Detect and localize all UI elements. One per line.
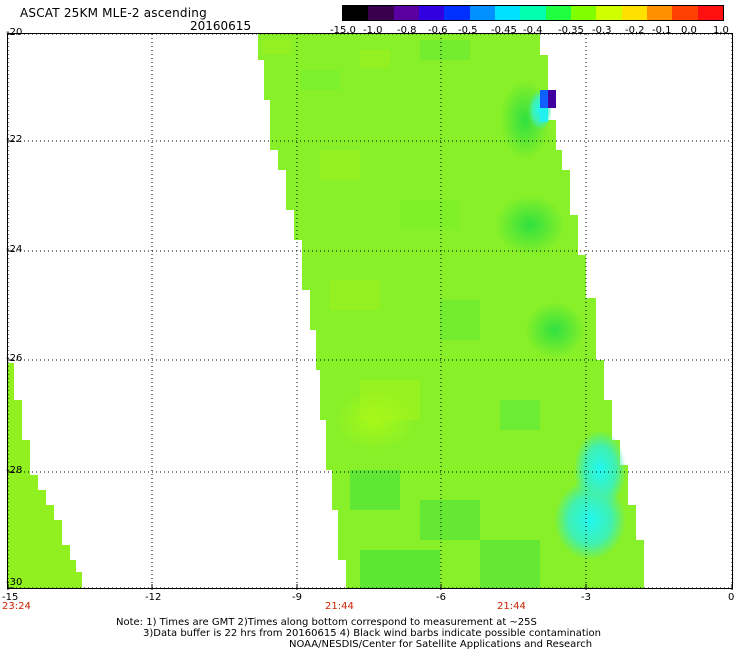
- lon-label: 0: [728, 592, 735, 603]
- plot-frame: [7, 33, 733, 589]
- lon-label: -9: [292, 592, 302, 603]
- colorbar-swatch: [570, 6, 597, 20]
- colorbar-label: -0.4: [523, 25, 543, 36]
- colorbar-label: -0.5: [458, 25, 478, 36]
- lon-label: -12: [145, 592, 162, 603]
- colorbar-swatch: [393, 6, 419, 20]
- green-anomaly: [525, 302, 585, 358]
- lat-label: -28: [6, 465, 23, 476]
- lat-label: -22: [6, 134, 23, 145]
- colorbar-label: 1.0: [713, 25, 729, 36]
- footer-note-2: 3)Data buffer is 22 hrs from 20160615 4)…: [143, 628, 601, 639]
- colorbar-label: 0.0: [681, 25, 697, 36]
- colorbar-swatch: [368, 6, 394, 20]
- colorbar-swatch: [646, 6, 673, 20]
- swath-texture: [262, 40, 540, 589]
- cyan-anomaly: [554, 480, 626, 560]
- lon-label: -3: [581, 592, 591, 603]
- colorbar-swatch: [469, 6, 495, 20]
- green-anomaly: [495, 195, 565, 255]
- colorbar-swatch: [418, 6, 445, 20]
- lat-label: -26: [6, 353, 23, 364]
- footer-note-1: Note: 1) Times are GMT 2)Times along bot…: [116, 617, 537, 628]
- lat-label: -30: [6, 577, 23, 588]
- colorbar-swatch: [596, 6, 622, 20]
- colorbar-swatch: [444, 6, 470, 20]
- colorbar-swatch: [343, 6, 369, 20]
- lon-label: -6: [436, 592, 446, 603]
- colorbar-swatch: [672, 6, 698, 20]
- colorbar: [342, 5, 724, 21]
- lon-label: -15: [2, 592, 19, 603]
- colorbar-swatch: [621, 6, 647, 20]
- anomaly-pixel: [540, 98, 548, 108]
- colorbar-label: -0.1: [652, 25, 672, 36]
- colorbar-label: -0.3: [592, 25, 612, 36]
- footer-credit: NOAA/NESDIS/Center for Satellite Applica…: [289, 639, 593, 650]
- lime-patch: [335, 390, 415, 450]
- time-label: 21:44: [497, 601, 526, 612]
- colorbar-label: -0.45: [491, 25, 517, 36]
- colorbar-swatch: [494, 6, 521, 20]
- anomaly-pixel: [548, 90, 556, 108]
- colorbar-swatch: [545, 6, 571, 20]
- colorbar-label: -0.35: [558, 25, 584, 36]
- time-label: 21:44: [325, 601, 354, 612]
- colorbar-swatch: [697, 6, 723, 20]
- swath-left: [8, 363, 82, 589]
- product-date: 20160615: [190, 19, 252, 33]
- anomaly-pixel: [540, 108, 548, 122]
- colorbar-label: -0.8: [397, 25, 417, 36]
- time-label: 23:24: [2, 601, 31, 612]
- colorbar-label: -15.0: [330, 25, 356, 36]
- colorbar-label: -0.2: [625, 25, 645, 36]
- lat-label: -20: [6, 27, 23, 38]
- colorbar-label: -0.6: [428, 25, 448, 36]
- anomaly-pixel: [540, 90, 548, 98]
- colorbar-labels: -15.0 -1.0 -0.8 -0.6 -0.5 -0.45 -0.4 -0.…: [330, 25, 735, 39]
- product-title: ASCAT 25KM MLE-2 ascending: [20, 6, 207, 20]
- colorbar-swatch: [520, 6, 546, 20]
- colorbar-label: -1.0: [363, 25, 383, 36]
- lat-label: -24: [6, 244, 23, 255]
